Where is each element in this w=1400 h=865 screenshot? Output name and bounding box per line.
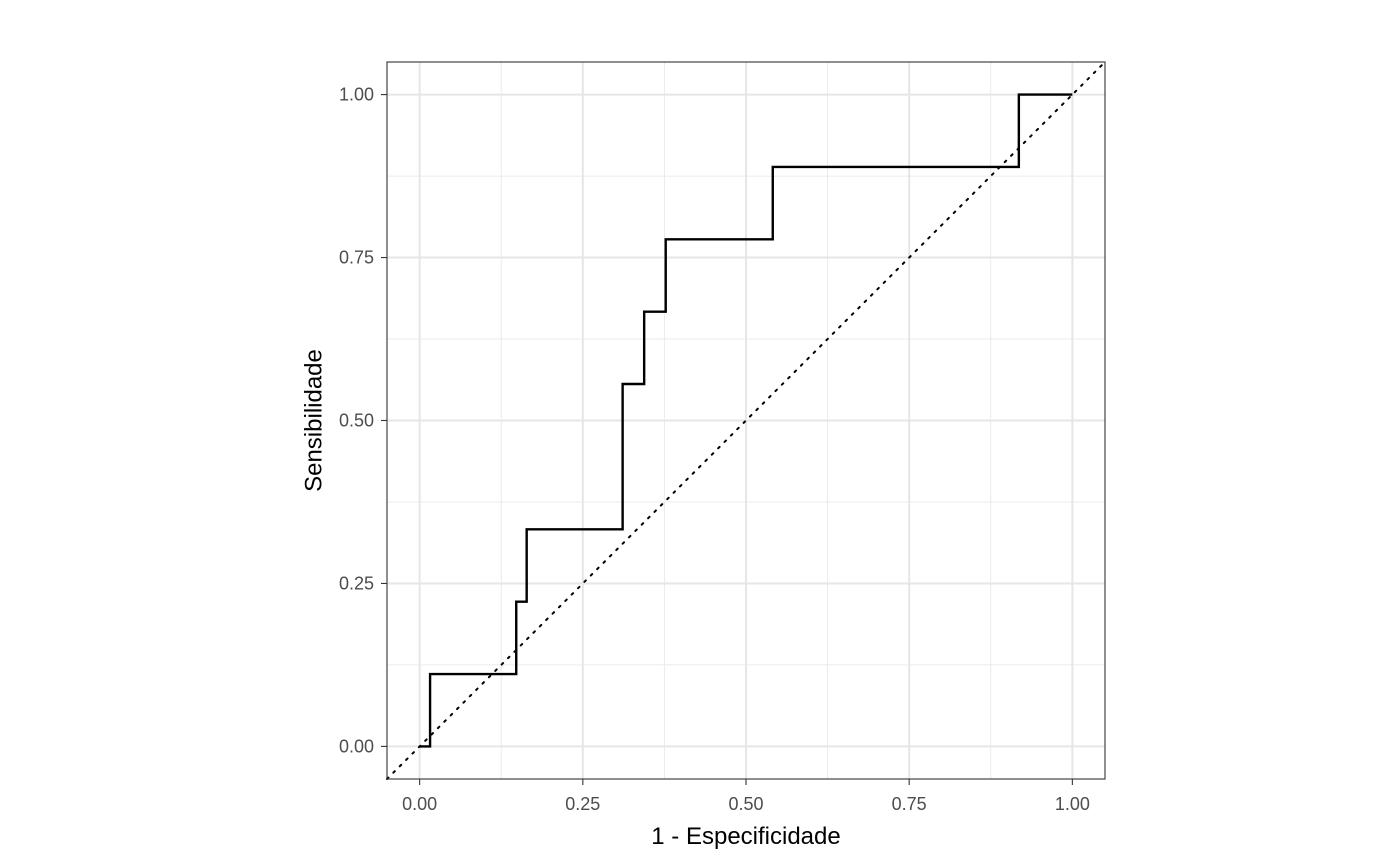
y-axis-title: Sensibilidade: [300, 349, 327, 492]
y-tick-label: 0.50: [339, 411, 374, 431]
x-tick-label: 0.25: [565, 794, 600, 814]
y-tick-label: 0.00: [339, 736, 374, 756]
x-tick-label: 1.00: [1055, 794, 1090, 814]
x-tick-label: 0.75: [892, 794, 927, 814]
roc-curve-line: [419, 93, 1073, 748]
y-tick-label: 0.75: [339, 248, 374, 268]
x-tick-label: 0.00: [402, 794, 437, 814]
x-axis-tick-labels: 0.00 0.25 0.50 0.75 1.00: [402, 794, 1090, 814]
x-axis-title: 1 - Especificidade: [651, 823, 840, 850]
y-axis-tick-labels: 0.00 0.25 0.50 0.75 1.00: [339, 85, 374, 757]
major-gridlines: [387, 62, 1105, 779]
x-tick-label: 0.50: [728, 794, 763, 814]
y-tick-label: 1.00: [339, 85, 374, 105]
reference-diagonal-group: [386, 61, 1106, 780]
x-axis-ticks: [419, 779, 1073, 785]
y-tick-label: 0.25: [339, 573, 374, 593]
reference-diagonal-line: [386, 61, 1106, 780]
roc-curve-group: [419, 93, 1073, 748]
y-axis-ticks: [381, 94, 387, 747]
